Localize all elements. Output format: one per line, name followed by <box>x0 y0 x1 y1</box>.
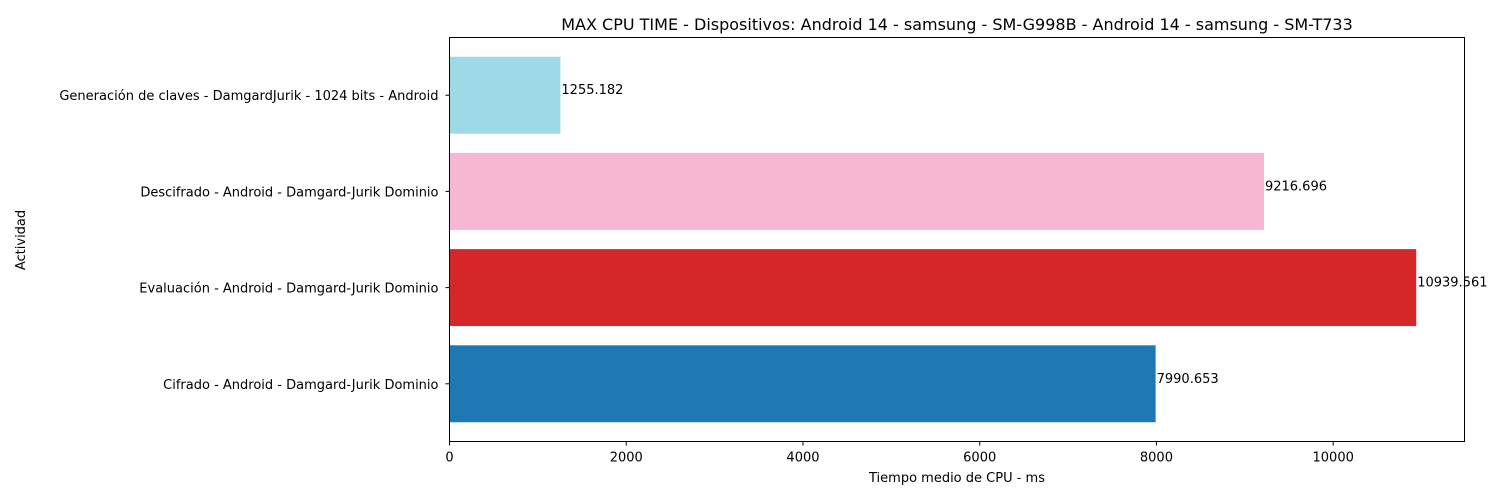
data-label-1: 10939.561 <box>1417 276 1487 291</box>
y-tick-label-1: Evaluación - Android - Damgard-Jurik Dom… <box>139 282 438 297</box>
x-tick-label-3: 6000 <box>963 451 996 466</box>
bar-3 <box>449 56 561 134</box>
chart-title: MAX CPU TIME - Dispositivos: Android 14 … <box>561 15 1353 34</box>
y-tick-label-3: Generación de claves - DamgardJurik - 10… <box>59 89 438 104</box>
x-tick-label-5: 10000 <box>1313 451 1354 466</box>
x-tick-label-4: 8000 <box>1140 451 1173 466</box>
data-label-0: 7990.653 <box>1157 372 1219 387</box>
bar-0 <box>449 345 1156 423</box>
x-tick-label-0: 0 <box>445 451 453 466</box>
x-axis-label: Tiempo medio de CPU - ms <box>868 471 1045 486</box>
x-tick-label-1: 2000 <box>610 451 643 466</box>
x-axis: 0 2000 4000 6000 8000 10000 <box>445 441 1354 466</box>
data-label-2: 9216.696 <box>1265 179 1327 194</box>
bar-2 <box>449 152 1264 230</box>
y-tick-label-2: Descifrado - Android - Damgard-Jurik Dom… <box>140 185 438 200</box>
x-tick-label-2: 4000 <box>786 451 819 466</box>
y-axis-label: Actividad <box>14 210 29 270</box>
data-label-3: 1255.182 <box>561 83 623 98</box>
data-labels-group: 7990.653 10939.561 9216.696 1255.182 <box>561 83 1487 387</box>
y-tick-label-0: Cifrado - Android - Damgard-Jurik Domini… <box>163 378 438 393</box>
y-axis: Cifrado - Android - Damgard-Jurik Domini… <box>59 89 450 393</box>
bar-1 <box>449 249 1417 327</box>
plot-area-frame <box>449 37 1465 442</box>
bars-group <box>449 56 1417 423</box>
